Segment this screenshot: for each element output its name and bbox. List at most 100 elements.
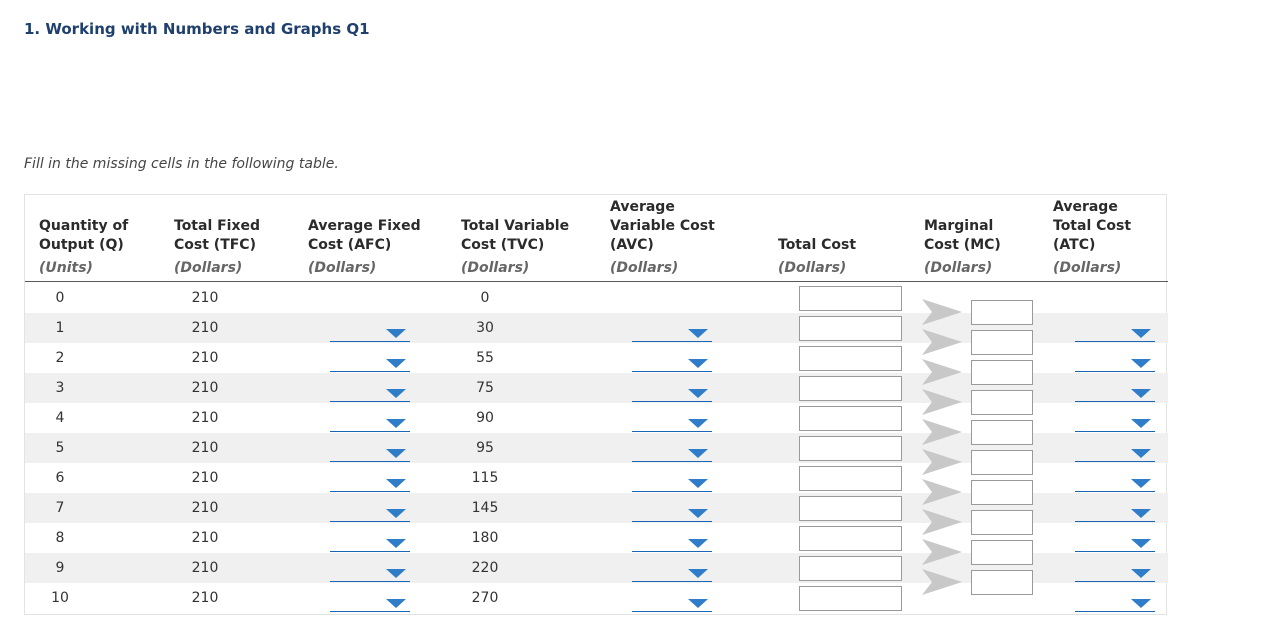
avc-dropdown[interactable] bbox=[632, 534, 712, 552]
caret-down-icon bbox=[688, 539, 708, 548]
marginal-cost-input[interactable] bbox=[971, 360, 1033, 385]
caret-down-icon bbox=[688, 329, 708, 338]
afc-dropdown[interactable] bbox=[330, 354, 410, 372]
avc-dropdown[interactable] bbox=[632, 444, 712, 462]
unit-avc: (Dollars) bbox=[610, 260, 679, 276]
atc-dropdown[interactable] bbox=[1075, 354, 1155, 372]
afc-dropdown[interactable] bbox=[330, 504, 410, 522]
atc-dropdown[interactable] bbox=[1075, 414, 1155, 432]
cell-quantity: 7 bbox=[55, 500, 65, 516]
chevron-right-icon bbox=[922, 299, 962, 325]
avc-dropdown[interactable] bbox=[632, 504, 712, 522]
caret-down-icon bbox=[1131, 359, 1151, 368]
chevron-right-icon bbox=[922, 509, 962, 535]
atc-dropdown[interactable] bbox=[1075, 324, 1155, 342]
total-cost-input[interactable] bbox=[799, 586, 902, 611]
marginal-cost-input[interactable] bbox=[971, 480, 1033, 505]
unit-mc: (Dollars) bbox=[924, 260, 993, 276]
caret-down-icon bbox=[688, 509, 708, 518]
atc-dropdown[interactable] bbox=[1075, 504, 1155, 522]
total-cost-input[interactable] bbox=[799, 466, 902, 491]
atc-dropdown[interactable] bbox=[1075, 594, 1155, 612]
marginal-cost-input[interactable] bbox=[971, 450, 1033, 475]
marginal-cost-input[interactable] bbox=[971, 510, 1033, 535]
header-tc: Total Cost bbox=[778, 237, 857, 253]
caret-down-icon bbox=[1131, 329, 1151, 338]
total-cost-input[interactable] bbox=[799, 556, 902, 581]
total-cost-input[interactable] bbox=[799, 316, 902, 341]
caret-down-icon bbox=[688, 569, 708, 578]
caret-down-icon bbox=[1131, 569, 1151, 578]
cell-tvc: 55 bbox=[476, 350, 494, 366]
atc-dropdown[interactable] bbox=[1075, 534, 1155, 552]
marginal-cost-input[interactable] bbox=[971, 300, 1033, 325]
total-cost-input[interactable] bbox=[799, 526, 902, 551]
cell-quantity: 8 bbox=[55, 530, 65, 546]
marginal-cost-input[interactable] bbox=[971, 540, 1033, 565]
chevron-right-icon bbox=[922, 449, 962, 475]
cell-tfc: 210 bbox=[191, 530, 219, 546]
chevron-right-icon bbox=[922, 539, 962, 565]
cell-quantity: 2 bbox=[55, 350, 65, 366]
cell-tfc: 210 bbox=[191, 590, 219, 606]
chevron-right-icon bbox=[922, 479, 962, 505]
cell-tfc: 210 bbox=[191, 500, 219, 516]
unit-afc: (Dollars) bbox=[308, 260, 377, 276]
cell-tvc: 75 bbox=[476, 380, 494, 396]
cell-tvc: 180 bbox=[471, 530, 499, 546]
cell-tvc: 90 bbox=[476, 410, 494, 426]
caret-down-icon bbox=[1131, 419, 1151, 428]
header-tfc: Total Fixed Cost (TFC) bbox=[174, 218, 261, 253]
avc-dropdown[interactable] bbox=[632, 414, 712, 432]
afc-dropdown[interactable] bbox=[330, 324, 410, 342]
cell-quantity: 3 bbox=[55, 380, 65, 396]
marginal-cost-input[interactable] bbox=[971, 420, 1033, 445]
header-divider bbox=[25, 281, 1168, 282]
caret-down-icon bbox=[688, 419, 708, 428]
atc-dropdown[interactable] bbox=[1075, 384, 1155, 402]
afc-dropdown[interactable] bbox=[330, 534, 410, 552]
caret-down-icon bbox=[688, 599, 708, 608]
afc-dropdown[interactable] bbox=[330, 414, 410, 432]
cell-quantity: 5 bbox=[55, 440, 65, 456]
afc-dropdown[interactable] bbox=[330, 474, 410, 492]
afc-dropdown[interactable] bbox=[330, 564, 410, 582]
afc-dropdown[interactable] bbox=[330, 594, 410, 612]
table-row: 8 210 180 bbox=[25, 523, 1168, 553]
table-row: 10 210 270 bbox=[25, 583, 1168, 613]
avc-dropdown[interactable] bbox=[632, 354, 712, 372]
avc-dropdown[interactable] bbox=[632, 474, 712, 492]
atc-dropdown[interactable] bbox=[1075, 474, 1155, 492]
atc-dropdown[interactable] bbox=[1075, 444, 1155, 462]
caret-down-icon bbox=[688, 389, 708, 398]
cell-tvc: 115 bbox=[471, 470, 499, 486]
total-cost-input[interactable] bbox=[799, 406, 902, 431]
table-row: 2 210 55 bbox=[25, 343, 1168, 373]
afc-dropdown[interactable] bbox=[330, 384, 410, 402]
total-cost-input[interactable] bbox=[799, 436, 902, 461]
cell-tvc: 30 bbox=[476, 320, 494, 336]
afc-dropdown[interactable] bbox=[330, 444, 410, 462]
avc-dropdown[interactable] bbox=[632, 384, 712, 402]
total-cost-input[interactable] bbox=[799, 346, 902, 371]
header-mc: Marginal Cost (MC) bbox=[924, 218, 1001, 253]
table-row: 6 210 115 bbox=[25, 463, 1168, 493]
cell-tvc: 270 bbox=[471, 590, 499, 606]
total-cost-input[interactable] bbox=[799, 376, 902, 401]
marginal-cost-input[interactable] bbox=[971, 570, 1033, 595]
avc-dropdown[interactable] bbox=[632, 324, 712, 342]
avc-dropdown[interactable] bbox=[632, 564, 712, 582]
chevron-right-icon bbox=[922, 359, 962, 385]
total-cost-input[interactable] bbox=[799, 286, 902, 311]
total-cost-input[interactable] bbox=[799, 496, 902, 521]
atc-dropdown[interactable] bbox=[1075, 564, 1155, 582]
header-quantity: Quantity of Output (Q) bbox=[39, 218, 129, 253]
header-avc: Average Variable Cost (AVC) bbox=[610, 199, 715, 253]
table-row: 0 210 0 bbox=[25, 283, 1168, 313]
cell-tfc: 210 bbox=[191, 380, 219, 396]
marginal-cost-input[interactable] bbox=[971, 330, 1033, 355]
avc-dropdown[interactable] bbox=[632, 594, 712, 612]
cell-quantity: 6 bbox=[55, 470, 65, 486]
chevron-right-icon bbox=[922, 569, 962, 595]
marginal-cost-input[interactable] bbox=[971, 390, 1033, 415]
